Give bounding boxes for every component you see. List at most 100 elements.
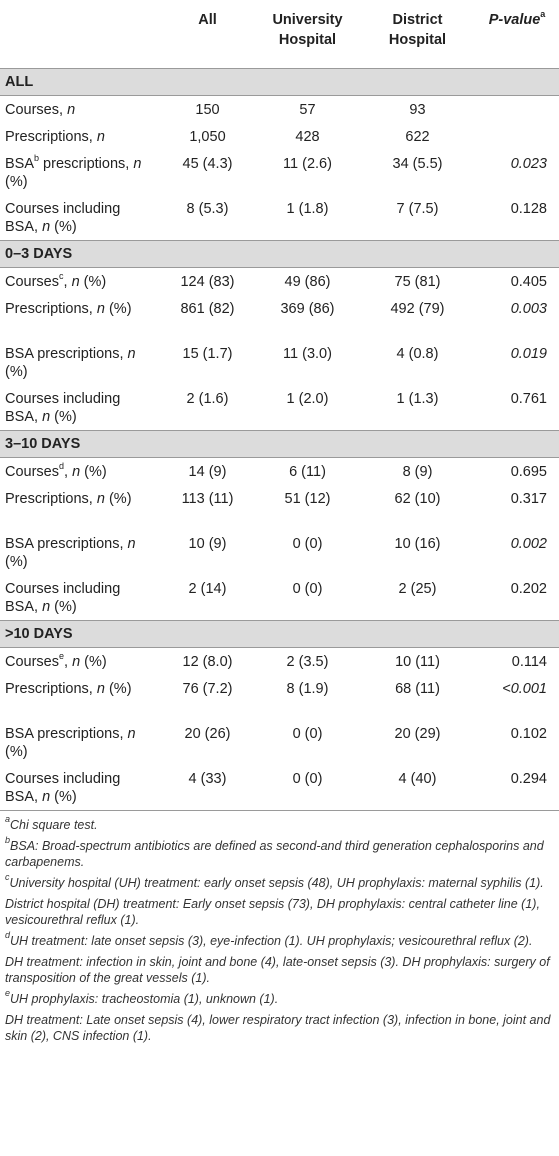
cell-university-hospital: 57 — [299, 101, 316, 118]
row-label-label-tail: prescriptions, — [39, 155, 134, 172]
row-label: Courses including BSA, n (%) — [0, 384, 160, 431]
table-row: BSA prescriptions, n (%) 15 (1.7) 11 (3.0)… — [0, 340, 559, 385]
section-header-row: 0–3 DAYS — [0, 239, 559, 268]
cell-university-hospital: 428 — [295, 128, 320, 145]
cell-p-value: 0.695 — [510, 463, 547, 480]
footnote: District hospital (DH) treatment: Early … — [5, 896, 554, 928]
cell-p-value: 0.294 — [475, 764, 559, 811]
cell-all: 10 (9) — [188, 535, 227, 552]
cell-all: 2 (1.6) — [160, 384, 255, 431]
cell-university-hospital: 0 (0) — [292, 535, 323, 552]
table-row: Prescriptions, n 1,050 428 622 — [0, 123, 559, 150]
footnote-marker: a — [5, 814, 11, 825]
cell-p-value: 0.405 — [510, 273, 547, 290]
row-label-label-tail: , — [64, 463, 73, 480]
cell-district-hospital: 2 (25) — [360, 574, 475, 621]
row-label: Prescriptions, n (%) — [0, 295, 160, 340]
footnote: cUniversity hospital (UH) treatment: ear… — [5, 872, 554, 891]
row-label-label-it: n — [133, 155, 142, 172]
row-label-label-end: (%) — [104, 300, 132, 317]
cell-p-value: 0.023 — [510, 155, 547, 172]
row-label-label-sup: b — [34, 152, 40, 163]
row-label: Courses including BSA, n (%) — [0, 194, 160, 241]
row-label-label-end: (%) — [5, 363, 28, 380]
row-label: BSAb prescriptions, n (%) — [0, 150, 160, 195]
row-label-label: Courses — [5, 273, 59, 290]
row-label: Coursese, n (%) — [0, 647, 160, 675]
row-label: Coursesd, n (%) — [0, 457, 160, 485]
row-label-label: BSA prescriptions, — [5, 725, 128, 742]
footnote-text: UH prophylaxis: tracheostomia (1), unkno… — [10, 991, 279, 1006]
section-header-row: ALL — [0, 67, 559, 96]
cell-p-value: 0.102 — [510, 725, 547, 742]
cell-district-hospital: 4 (40) — [360, 764, 475, 811]
cell-p-value: 0.114 — [511, 653, 547, 670]
footnote-marker: b — [5, 835, 11, 846]
cell-p-value: 0.317 — [510, 490, 547, 507]
row-label: Coursesc, n (%) — [0, 267, 160, 295]
footnotes: aChi square test. bBSA: Broad-spectrum an… — [0, 811, 559, 1044]
table-row: Courses including BSA, n (%) 2 (14) 0 (0) 2… — [0, 574, 559, 621]
row-label-label-it: n — [71, 273, 80, 290]
section-title: 3–10 DAYS — [0, 429, 559, 458]
cell-p-value: 0.019 — [510, 345, 547, 362]
cell-university-hospital: 11 (2.6) — [283, 155, 332, 172]
row-label-label-tail: , — [64, 653, 73, 670]
row-label-label: Courses including BSA, — [5, 390, 121, 425]
cell-university-hospital: 2 (3.5) — [286, 653, 329, 670]
cell-university-hospital: 8 (1.9) — [286, 680, 329, 697]
footnote: dUH treatment: late onset sepsis (3), ey… — [5, 930, 554, 949]
table-container: All University Hospital District Hospita… — [0, 0, 559, 1044]
header-row: All University Hospital District Hospita… — [0, 0, 559, 68]
row-label-label: Courses — [5, 653, 59, 670]
table-row: Coursesd, n (%) 14 (9) 6 (11) 8 (9) 0.695 — [0, 457, 559, 485]
row-label-label-end: (%) — [79, 273, 107, 290]
section-title: ALL — [0, 67, 559, 96]
cell-p-value: 0.003 — [510, 300, 547, 317]
cell-district-hospital: 7 (7.5) — [360, 194, 475, 241]
row-label-label-it: n — [42, 218, 51, 235]
footnote-marker: d — [5, 930, 11, 941]
footnote-text: DH treatment: infection in skin, joint a… — [5, 954, 550, 985]
cell-p-value: 0.002 — [510, 535, 547, 552]
row-label-label: BSA — [5, 155, 35, 172]
row-label: Prescriptions, n — [0, 123, 160, 150]
cell-university-hospital: 0 (0) — [255, 574, 360, 621]
row-label-label-end: (%) — [104, 490, 132, 507]
footnote: DH treatment: Late onset sepsis (4), low… — [5, 1012, 554, 1044]
cell-district-hospital: 10 (16) — [394, 535, 441, 552]
cell-all: 1,050 — [189, 128, 226, 145]
row-label: BSA prescriptions, n (%) — [0, 530, 160, 575]
row-label-label-end: (%) — [50, 218, 77, 235]
row-label-label: Courses including BSA, — [5, 200, 121, 235]
cell-p-value: 0.202 — [475, 574, 559, 621]
footnote-text: Chi square test. — [10, 817, 98, 832]
row-label-label-it: n — [96, 128, 105, 145]
footnote: DH treatment: infection in skin, joint a… — [5, 954, 554, 986]
row-label: BSA prescriptions, n (%) — [0, 340, 160, 385]
row-label: Courses including BSA, n (%) — [0, 764, 160, 811]
cell-university-hospital: 49 (86) — [284, 273, 331, 290]
row-label-label-end: (%) — [104, 680, 132, 697]
row-label-label-end: (%) — [80, 653, 107, 670]
section-title: >10 DAYS — [0, 619, 559, 648]
section-header-row: >10 DAYS — [0, 619, 559, 648]
row-label-label-end: (%) — [50, 788, 77, 805]
header-all: All — [198, 12, 217, 28]
header-university-hospital: University Hospital — [272, 12, 343, 48]
footnote-text: DH treatment: Late onset sepsis (4), low… — [5, 1012, 551, 1043]
cell-university-hospital: 6 (11) — [289, 463, 326, 480]
row-label-label-it: n — [96, 680, 105, 697]
row-label-label: Prescriptions, — [5, 128, 97, 145]
cell-district-hospital: 20 (29) — [394, 725, 441, 742]
footnote-marker: e — [5, 988, 11, 999]
row-label-label-end: (%) — [50, 598, 77, 615]
row-label-label-sup: e — [59, 650, 65, 661]
cell-all: 15 (1.7) — [182, 345, 233, 362]
footnote-marker: c — [5, 872, 10, 883]
cell-district-hospital: 10 (11) — [395, 653, 440, 670]
row-label-label: BSA prescriptions, — [5, 345, 128, 362]
row-label-label: Prescriptions, — [5, 300, 97, 317]
table-row: Coursesc, n (%) 124 (83) 49 (86) 75 (81) 0.4… — [0, 267, 559, 295]
table-row: Courses including BSA, n (%) 8 (5.3) 1 (1.… — [0, 194, 559, 241]
